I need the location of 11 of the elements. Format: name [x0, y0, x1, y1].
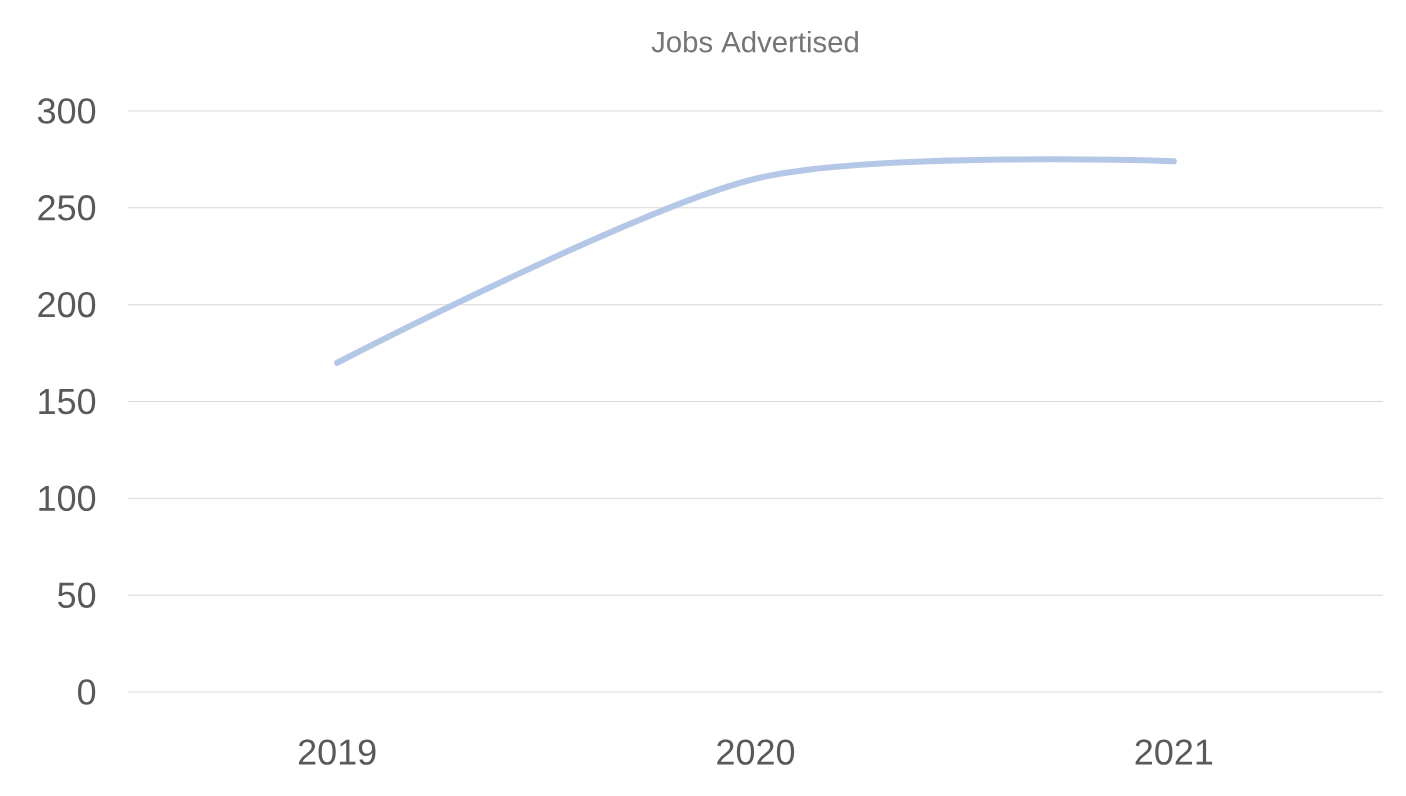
x-tick-label: 2021	[1135, 739, 1213, 765]
y-tick-label: 300	[37, 98, 96, 124]
x-tick-label: 2020	[717, 739, 795, 765]
y-tick-label: 50	[58, 582, 96, 608]
y-tick-label: 100	[39, 485, 96, 512]
y-tick-label: 150	[39, 388, 96, 415]
y-tick-label: 250	[38, 195, 96, 221]
y-tick-label: 200	[38, 291, 96, 318]
y-tick-label: 0	[78, 679, 96, 705]
x-tick-label: 2019	[298, 739, 376, 765]
chart-title: Jobs Advertised	[651, 30, 858, 53]
